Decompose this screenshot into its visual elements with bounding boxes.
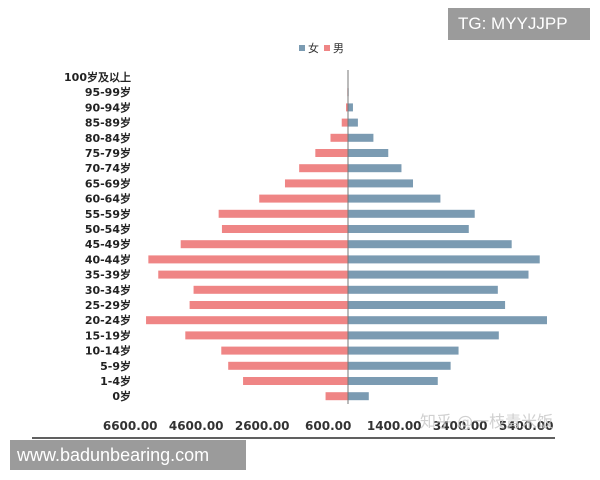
category-label: 20-24岁 [85, 313, 131, 327]
category-label: 55-59岁 [85, 207, 131, 221]
category-label: 1-4岁 [100, 374, 131, 388]
website-watermark-badge: www.badunbearing.com [10, 440, 246, 470]
bar-male [315, 149, 348, 157]
bar-male [185, 331, 348, 340]
bar-female [348, 209, 475, 218]
tg-watermark-badge: TG: MYYJJPP [448, 8, 590, 40]
bar-female [348, 118, 358, 127]
legend-swatch-male [324, 45, 330, 51]
category-label: 90-94岁 [85, 100, 131, 114]
legend-label-female: 女 [308, 42, 319, 55]
x-tick-label: 2600.00 [235, 419, 290, 433]
bar-female [348, 103, 353, 112]
bar-male [330, 133, 348, 142]
category-label: 95-99岁 [85, 85, 131, 99]
zhihu-watermark: 知乎 @一枝青米饭 [420, 412, 554, 431]
bar-male [221, 225, 348, 233]
bar-female [348, 361, 451, 370]
category-label: 45-49岁 [85, 237, 131, 251]
bar-female [348, 346, 459, 355]
x-tick-label: 4600.00 [169, 419, 224, 433]
bar-male [243, 377, 348, 385]
category-label: 5-9岁 [100, 359, 131, 373]
category-label: 75-79岁 [85, 146, 131, 160]
legend-swatch-female [299, 45, 305, 51]
x-tick-label: 1400.00 [367, 419, 422, 433]
bar-female [348, 240, 512, 249]
bar-female [348, 392, 369, 401]
bar-female [348, 194, 441, 203]
bar-female [348, 316, 547, 325]
bar-female [348, 133, 374, 142]
bar-male [221, 346, 348, 355]
bar-female [348, 225, 469, 233]
bar-male [158, 270, 348, 279]
category-label: 70-74岁 [85, 161, 131, 175]
bar-male [325, 392, 348, 401]
bar-female [348, 255, 540, 264]
category-label: 30-34岁 [85, 283, 131, 297]
bar-male [146, 316, 348, 325]
legend-label-male: 男 [333, 42, 344, 55]
category-label: 60-64岁 [85, 192, 131, 206]
category-label: 15-19岁 [85, 328, 131, 342]
category-label: 35-39岁 [85, 268, 131, 282]
bar-male [341, 118, 348, 127]
bar-female [348, 301, 506, 309]
bar-female [348, 149, 389, 157]
category-label: 40-44岁 [85, 252, 131, 266]
category-label: 85-89岁 [85, 116, 131, 130]
bar-female [348, 164, 402, 173]
bar-male [218, 209, 348, 218]
bar-male [228, 361, 348, 370]
x-tick-label: 5400.00 [499, 419, 554, 433]
category-label: 25-29岁 [85, 298, 131, 312]
bar-male [148, 255, 348, 264]
x-tick-label: 6600.00 [103, 419, 158, 433]
bar-female [348, 331, 499, 340]
bar-male [180, 240, 348, 249]
category-label: 80-84岁 [85, 131, 131, 145]
category-label: 0岁 [112, 389, 131, 403]
bar-female [348, 285, 498, 294]
x-tick-label: 3400.00 [433, 419, 488, 433]
bar-male [284, 179, 348, 188]
bar-male [189, 301, 348, 309]
category-label: 10-14岁 [85, 344, 131, 358]
legend: 女 男 [299, 40, 344, 56]
bar-female [348, 270, 529, 279]
bar-male [259, 194, 348, 203]
bar-female [348, 179, 414, 188]
bar-male [193, 285, 348, 294]
bar-male [299, 164, 348, 173]
category-label: 65-69岁 [85, 176, 131, 190]
bar-male [346, 103, 348, 112]
bar-female [348, 377, 438, 385]
category-label: 50-54岁 [85, 222, 131, 236]
category-label: 100岁及以上 [64, 70, 131, 84]
x-tick-label: 600.00 [305, 419, 351, 433]
